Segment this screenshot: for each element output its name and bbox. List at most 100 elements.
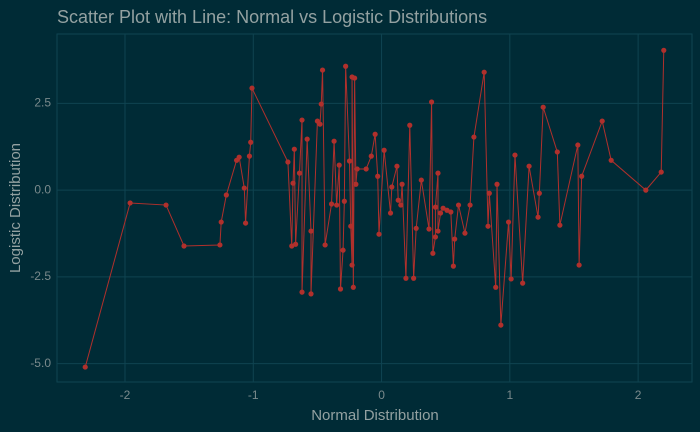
point bbox=[658, 169, 664, 175]
point bbox=[608, 157, 614, 163]
point bbox=[462, 230, 468, 236]
point bbox=[440, 205, 446, 211]
plot-border bbox=[56, 33, 693, 383]
point bbox=[236, 154, 242, 160]
point bbox=[512, 152, 518, 158]
point bbox=[452, 236, 458, 242]
point bbox=[494, 181, 500, 187]
point bbox=[426, 226, 432, 232]
point bbox=[576, 262, 582, 268]
point bbox=[413, 225, 419, 231]
point bbox=[430, 250, 436, 256]
x-axis-label: Normal Distribution bbox=[311, 407, 439, 424]
point bbox=[242, 220, 249, 226]
point bbox=[579, 173, 585, 179]
point bbox=[505, 219, 512, 225]
point bbox=[241, 185, 247, 191]
point bbox=[394, 163, 400, 169]
y-tick-label: 2.5 bbox=[34, 96, 51, 110]
point bbox=[341, 198, 347, 204]
point bbox=[340, 247, 346, 253]
point bbox=[285, 159, 291, 165]
point bbox=[363, 166, 369, 172]
point bbox=[435, 170, 441, 176]
point bbox=[82, 364, 88, 370]
x-tick-label: 1 bbox=[506, 388, 513, 402]
point bbox=[290, 180, 296, 186]
point bbox=[248, 139, 254, 145]
point bbox=[349, 262, 355, 268]
x-tick-label: 2 bbox=[635, 388, 642, 402]
point bbox=[418, 177, 424, 183]
y-axis-label: Logistic Distribution bbox=[7, 143, 24, 273]
point bbox=[435, 228, 441, 234]
point bbox=[387, 210, 394, 216]
point bbox=[485, 223, 491, 229]
point bbox=[346, 158, 353, 164]
point bbox=[389, 184, 395, 190]
point bbox=[181, 243, 187, 249]
point bbox=[403, 275, 409, 281]
point bbox=[322, 242, 328, 248]
point bbox=[486, 190, 492, 196]
point bbox=[218, 219, 224, 225]
point bbox=[375, 173, 381, 179]
point bbox=[599, 118, 605, 124]
point bbox=[328, 201, 335, 207]
x-tick-label: -1 bbox=[248, 388, 259, 402]
point bbox=[381, 147, 387, 153]
point bbox=[536, 190, 542, 196]
point bbox=[308, 228, 314, 234]
series-line bbox=[84, 50, 665, 368]
point bbox=[554, 149, 560, 155]
point bbox=[354, 166, 360, 172]
point bbox=[437, 210, 444, 216]
point bbox=[217, 242, 223, 248]
point bbox=[299, 289, 305, 295]
point bbox=[352, 75, 358, 81]
point bbox=[337, 286, 344, 292]
point bbox=[526, 163, 532, 169]
point bbox=[471, 134, 477, 140]
point bbox=[493, 284, 499, 290]
point bbox=[432, 234, 439, 240]
point bbox=[350, 284, 356, 290]
x-tick-label: -2 bbox=[120, 388, 131, 402]
point bbox=[448, 209, 454, 215]
point bbox=[291, 146, 297, 152]
point bbox=[467, 202, 473, 208]
point bbox=[520, 280, 526, 286]
point bbox=[334, 202, 340, 208]
point bbox=[508, 276, 514, 282]
point bbox=[395, 197, 401, 203]
point bbox=[163, 202, 169, 208]
point bbox=[411, 275, 417, 281]
point bbox=[557, 222, 563, 228]
point bbox=[540, 104, 546, 110]
point bbox=[127, 200, 133, 206]
point bbox=[223, 192, 229, 198]
point bbox=[428, 99, 435, 105]
point bbox=[661, 47, 667, 53]
point bbox=[249, 85, 255, 91]
point bbox=[450, 263, 456, 269]
point bbox=[331, 138, 337, 144]
point bbox=[407, 122, 413, 128]
point bbox=[296, 170, 303, 176]
point bbox=[372, 131, 378, 137]
point bbox=[319, 67, 326, 73]
point bbox=[368, 153, 374, 159]
point bbox=[535, 214, 541, 220]
point bbox=[304, 136, 310, 142]
point bbox=[308, 291, 314, 297]
point bbox=[348, 223, 354, 229]
point bbox=[336, 162, 342, 168]
point bbox=[575, 142, 581, 148]
y-tick-label: 0.0 bbox=[34, 182, 51, 196]
point bbox=[498, 322, 504, 328]
point bbox=[299, 117, 305, 123]
point bbox=[399, 181, 405, 187]
point bbox=[481, 69, 487, 75]
